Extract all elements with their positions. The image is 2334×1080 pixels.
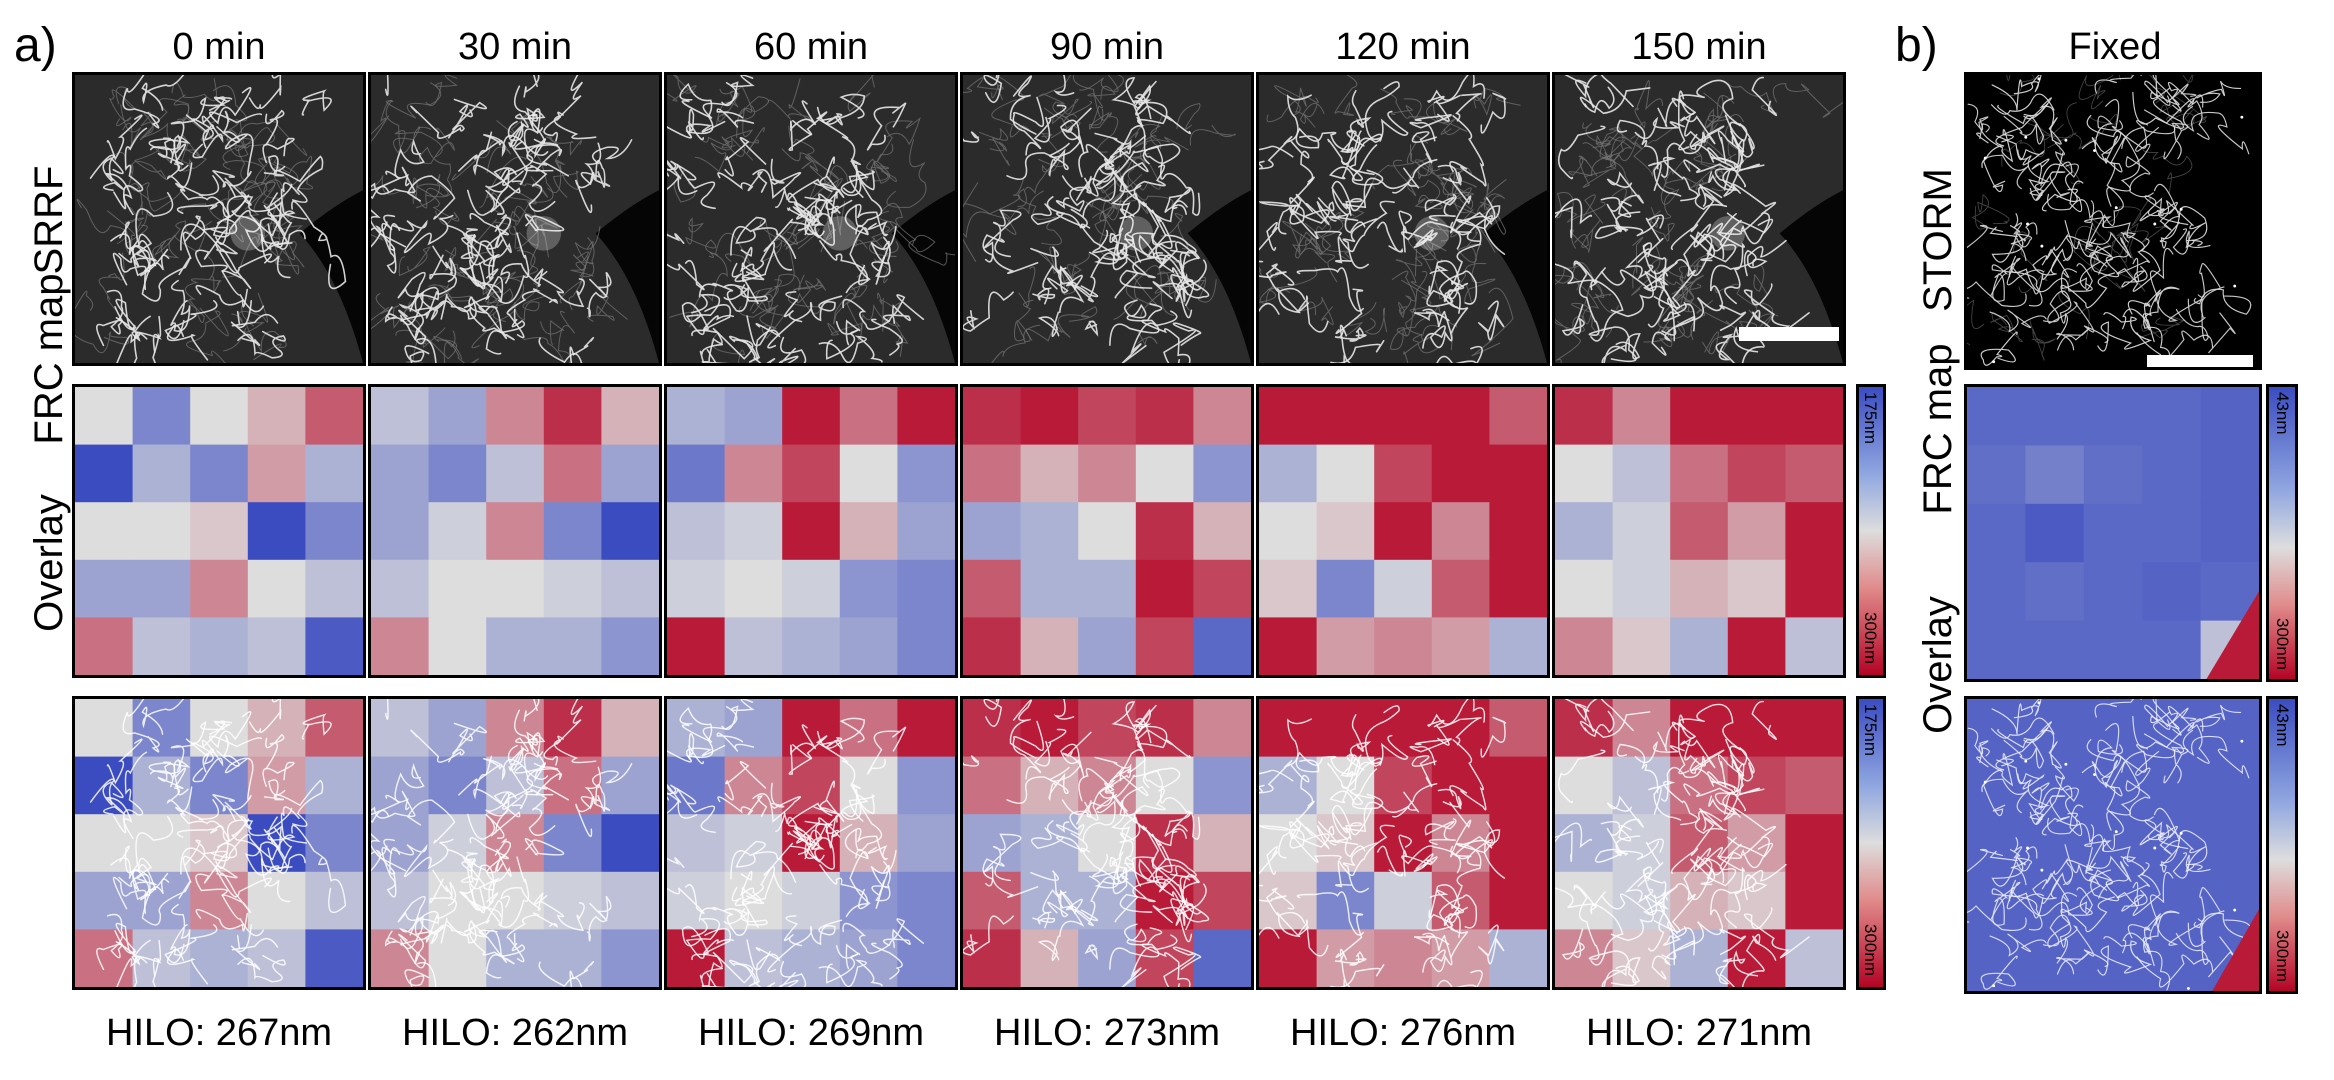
colorbar-frc-b bbox=[2266, 384, 2298, 682]
frc-map-150min bbox=[1552, 384, 1846, 678]
hilo-label-120min: HILO: 276nm bbox=[1290, 1012, 1516, 1054]
panel-a-letter: a) bbox=[14, 19, 57, 72]
hilo-label-60min: HILO: 269nm bbox=[698, 1012, 924, 1054]
srrf-image-150min bbox=[1552, 72, 1846, 366]
srrf-image-120min bbox=[1256, 72, 1550, 366]
colorbar-overlay-b-top: 43nm bbox=[2273, 704, 2292, 747]
hilo-label-90min: HILO: 273nm bbox=[994, 1012, 1220, 1054]
colorbar-frc-a-top: 175nm bbox=[1861, 392, 1880, 444]
srrf-image-0min bbox=[72, 72, 366, 366]
hilo-label-150min: HILO: 271nm bbox=[1586, 1012, 1812, 1054]
scale-bar-b bbox=[2147, 355, 2253, 367]
row-label-overlay: Overlay bbox=[27, 494, 71, 632]
colorbar-frc-a bbox=[1856, 384, 1886, 678]
colorbar-overlay-b bbox=[2266, 696, 2298, 994]
frc-map-30min bbox=[368, 384, 662, 678]
time-label-30: 30 min bbox=[457, 26, 573, 68]
time-label-0: 0 min bbox=[172, 26, 266, 68]
colorbar-overlay-a-top: 175nm bbox=[1861, 704, 1880, 756]
frc-map-120min bbox=[1256, 384, 1550, 678]
srrf-image-30min bbox=[368, 72, 662, 366]
colorbar-frc-a-bottom: 300nm bbox=[1861, 612, 1880, 664]
colorbar-overlay-a bbox=[1856, 696, 1886, 990]
time-label-60: 60 min bbox=[753, 26, 869, 68]
srrf-image-60min bbox=[664, 72, 958, 366]
colorbar-frc-b-top: 43nm bbox=[2273, 392, 2292, 435]
storm-image-fixed bbox=[1964, 72, 2262, 370]
colorbar-overlay-b-bottom: 300nm bbox=[2273, 930, 2292, 982]
frc-map-0min bbox=[72, 384, 366, 678]
hilo-label-0min: HILO: 267nm bbox=[106, 1012, 332, 1054]
hilo-label-30min: HILO: 262nm bbox=[402, 1012, 628, 1054]
frc-map-fixed bbox=[1964, 384, 2262, 682]
overlay-fixed bbox=[1964, 696, 2262, 994]
overlay-30min bbox=[368, 696, 662, 990]
frc-map-60min bbox=[664, 384, 958, 678]
srrf-image-90min bbox=[960, 72, 1254, 366]
scale-bar bbox=[1739, 327, 1839, 341]
time-label-90: 90 min bbox=[1049, 26, 1165, 68]
overlay-60min bbox=[664, 696, 958, 990]
overlay-90min bbox=[960, 696, 1254, 990]
overlay-0min bbox=[72, 696, 366, 990]
time-label-150: 150 min bbox=[1631, 26, 1767, 68]
overlay-120min bbox=[1256, 696, 1550, 990]
row-label-overlay-b: Overlay bbox=[1916, 596, 1960, 734]
panel-b-letter: b) bbox=[1895, 19, 1938, 72]
time-label-120: 120 min bbox=[1335, 26, 1471, 68]
frc-map-90min bbox=[960, 384, 1254, 678]
colorbar-overlay-a-bottom: 300nm bbox=[1861, 924, 1880, 976]
overlay-150min bbox=[1552, 696, 1846, 990]
fixed-label: Fixed bbox=[2068, 26, 2162, 68]
colorbar-frc-b-bottom: 300nm bbox=[2273, 618, 2292, 670]
